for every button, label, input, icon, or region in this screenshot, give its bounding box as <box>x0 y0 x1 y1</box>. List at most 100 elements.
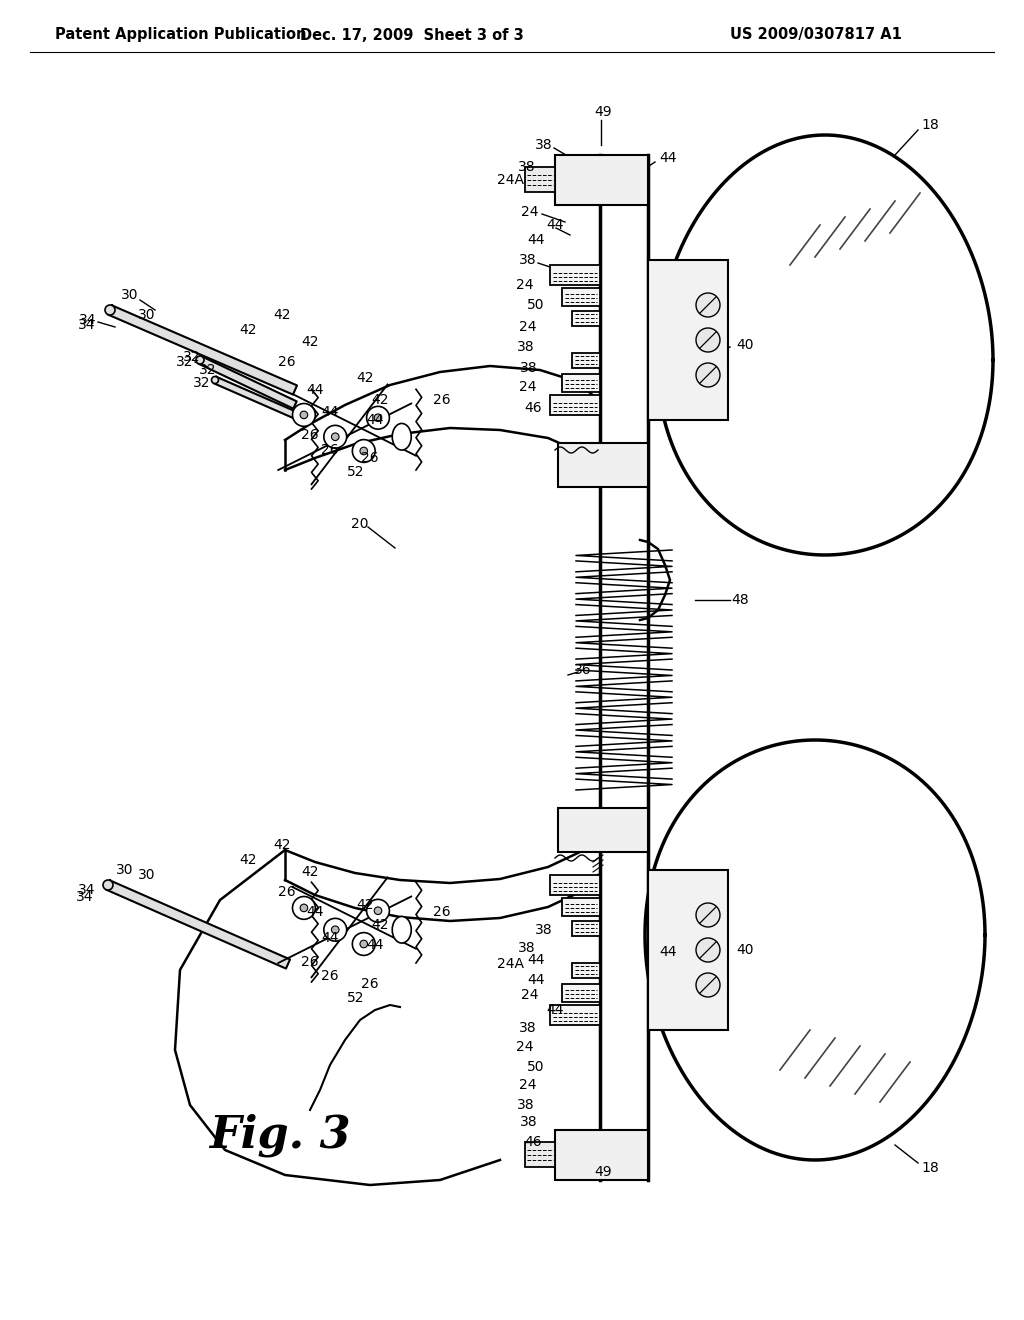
Bar <box>550 395 600 414</box>
Text: 26: 26 <box>361 451 379 465</box>
Text: 44: 44 <box>527 234 545 247</box>
Text: 34: 34 <box>78 318 96 333</box>
Circle shape <box>324 425 347 449</box>
Text: 49: 49 <box>594 1166 611 1179</box>
Text: 24A: 24A <box>497 957 523 972</box>
Text: 32: 32 <box>200 363 217 378</box>
Text: 24: 24 <box>521 205 539 219</box>
Bar <box>562 288 600 306</box>
Text: 42: 42 <box>372 917 389 932</box>
Circle shape <box>332 433 339 441</box>
Text: 42: 42 <box>240 323 257 337</box>
Text: 34: 34 <box>76 890 94 904</box>
Bar <box>558 444 648 487</box>
Polygon shape <box>214 376 296 418</box>
Text: 44: 44 <box>306 383 324 397</box>
Bar <box>572 352 600 368</box>
Text: 46: 46 <box>524 1135 542 1148</box>
Text: 24: 24 <box>519 380 537 393</box>
Text: 38: 38 <box>519 1020 537 1035</box>
Text: 42: 42 <box>356 898 374 912</box>
Text: 26: 26 <box>279 355 296 370</box>
Circle shape <box>300 411 307 418</box>
Text: 18: 18 <box>922 1162 939 1175</box>
Text: Fig. 3: Fig. 3 <box>209 1113 351 1156</box>
Text: 38: 38 <box>536 139 553 152</box>
Circle shape <box>696 973 720 997</box>
Text: 44: 44 <box>322 405 339 418</box>
Circle shape <box>293 404 315 426</box>
Text: 42: 42 <box>273 308 291 322</box>
Text: 38: 38 <box>536 923 553 937</box>
Text: 32: 32 <box>194 376 211 389</box>
Bar <box>550 265 600 285</box>
Text: 32: 32 <box>176 355 194 370</box>
Circle shape <box>352 440 375 462</box>
Text: 38: 38 <box>517 1098 535 1111</box>
Text: 26: 26 <box>322 969 339 983</box>
Bar <box>572 312 600 326</box>
Bar <box>648 260 728 420</box>
Text: 26: 26 <box>433 906 451 919</box>
Bar <box>572 964 600 978</box>
Text: 48: 48 <box>731 593 749 607</box>
Circle shape <box>374 907 382 915</box>
Polygon shape <box>106 880 290 969</box>
Text: 52: 52 <box>347 991 365 1005</box>
Bar <box>558 808 648 851</box>
Text: 44: 44 <box>306 906 324 919</box>
Circle shape <box>696 939 720 962</box>
Text: 24: 24 <box>516 279 534 292</box>
Text: 42: 42 <box>301 865 318 879</box>
Polygon shape <box>199 356 297 409</box>
Text: 34: 34 <box>78 883 96 898</box>
Bar <box>525 1142 555 1167</box>
Text: 42: 42 <box>301 335 318 348</box>
Text: 18: 18 <box>922 117 939 132</box>
Bar <box>562 374 600 392</box>
Text: 30: 30 <box>121 288 138 302</box>
Text: 50: 50 <box>527 298 545 312</box>
Text: 26: 26 <box>361 977 379 991</box>
Text: 52: 52 <box>347 465 365 479</box>
Text: 40: 40 <box>736 338 754 352</box>
Text: 42: 42 <box>240 853 257 867</box>
Text: 38: 38 <box>520 1115 538 1129</box>
Bar <box>648 870 728 1030</box>
Ellipse shape <box>392 916 412 942</box>
Ellipse shape <box>392 424 412 450</box>
Text: 46: 46 <box>524 401 542 414</box>
Text: 44: 44 <box>367 413 384 426</box>
Bar <box>550 875 600 895</box>
Text: 24: 24 <box>516 1040 534 1053</box>
Circle shape <box>367 899 389 923</box>
Text: 36: 36 <box>574 663 592 677</box>
Text: 38: 38 <box>518 160 536 174</box>
Text: 42: 42 <box>356 371 374 385</box>
Polygon shape <box>108 305 297 395</box>
Text: 44: 44 <box>367 939 384 952</box>
Text: 24: 24 <box>519 1078 537 1092</box>
Text: 40: 40 <box>736 942 754 957</box>
Text: 26: 26 <box>279 884 296 899</box>
Text: 42: 42 <box>273 838 291 851</box>
Text: 30: 30 <box>138 869 156 882</box>
Circle shape <box>300 904 307 912</box>
Text: Patent Application Publication: Patent Application Publication <box>55 28 306 42</box>
Text: 20: 20 <box>351 517 369 531</box>
Text: 44: 44 <box>659 945 677 960</box>
Text: 26: 26 <box>301 428 318 442</box>
Bar <box>562 898 600 916</box>
Text: 38: 38 <box>520 360 538 375</box>
Circle shape <box>360 940 368 948</box>
Circle shape <box>352 933 375 956</box>
Circle shape <box>212 376 218 384</box>
Text: 30: 30 <box>138 308 156 322</box>
Text: 42: 42 <box>372 393 389 407</box>
Text: 24A: 24A <box>497 173 523 187</box>
Circle shape <box>696 327 720 352</box>
Circle shape <box>324 919 347 941</box>
Circle shape <box>105 305 115 315</box>
Circle shape <box>293 896 315 919</box>
Text: 44: 44 <box>527 973 545 987</box>
